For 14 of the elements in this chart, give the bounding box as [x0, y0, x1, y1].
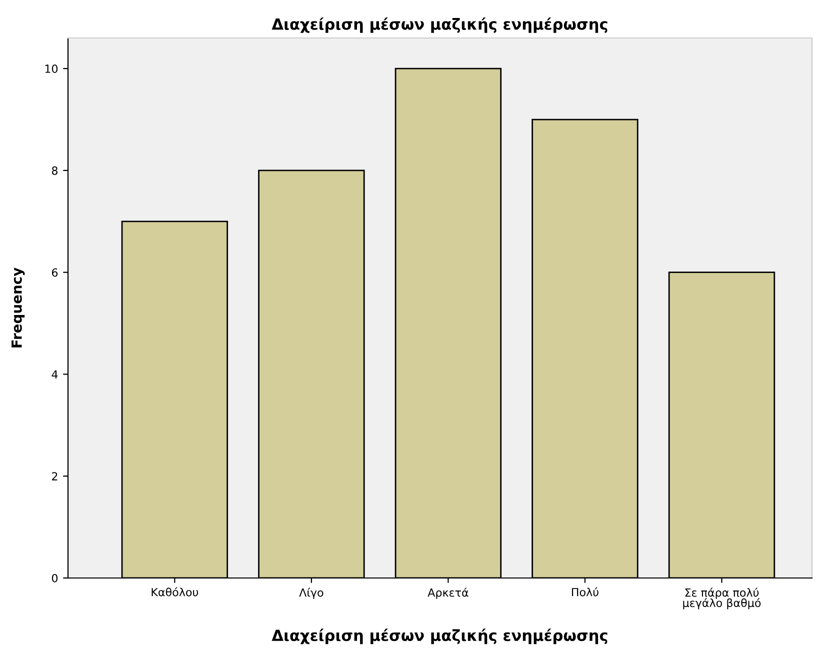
y-tick-label: 8 [52, 166, 58, 175]
y-tick-label: 2 [52, 472, 58, 480]
x-axis-title: Διαχείριση μέσων μαζικής ενημέρωσης [272, 628, 608, 644]
x-tick-label: Πολύ [572, 587, 598, 596]
y-tick-label: 0 [52, 574, 58, 582]
x-tick-label: Καθόλου [152, 587, 198, 596]
x-tick-label: Σε πάρα πολύ μεγάλο βαθμό [683, 588, 761, 610]
y-tick-label: 4 [52, 370, 58, 378]
chart-title: Διαχείριση μέσων μαζικής ενημέρωσης [272, 17, 608, 33]
y-axis-title: Frequency [12, 268, 25, 348]
y-tick-label: 10 [45, 64, 58, 73]
x-tick-label: Λίγο [299, 588, 324, 599]
x-tick-label: Αρκετά [428, 588, 468, 599]
y-tick-label: 6 [52, 268, 58, 277]
